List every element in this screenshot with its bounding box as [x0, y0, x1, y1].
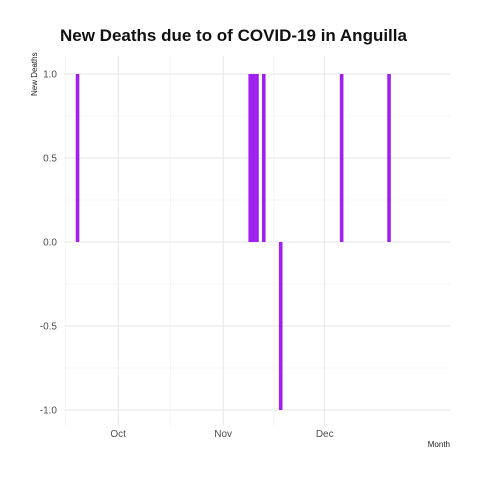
bar: [251, 74, 256, 242]
bar: [339, 74, 344, 242]
y-tick-label: -0.5: [40, 322, 58, 333]
x-tick-labels: Oct Nov Dec: [110, 429, 333, 440]
y-tick-label: -1.0: [40, 406, 58, 417]
bar: [255, 74, 259, 242]
bar: [248, 74, 253, 242]
y-tick-labels: 1.0 0.5 0.0 -0.5 -1.0: [40, 70, 58, 417]
x-tick-label: Nov: [214, 429, 232, 440]
x-tick-label: Dec: [316, 429, 334, 440]
chart-title: New Deaths due to of COVID-19 in Anguill…: [60, 26, 407, 45]
x-tick-label: Oct: [110, 429, 126, 440]
x-axis-label: Month: [427, 440, 450, 449]
bar: [387, 74, 391, 242]
y-tick-label: 1.0: [43, 70, 57, 81]
bar: [278, 242, 283, 410]
y-tick-label: 0.0: [43, 238, 57, 249]
bar-series: [75, 74, 391, 410]
y-tick-label: 0.5: [43, 154, 57, 165]
bar: [261, 74, 266, 242]
bar: [75, 74, 80, 242]
